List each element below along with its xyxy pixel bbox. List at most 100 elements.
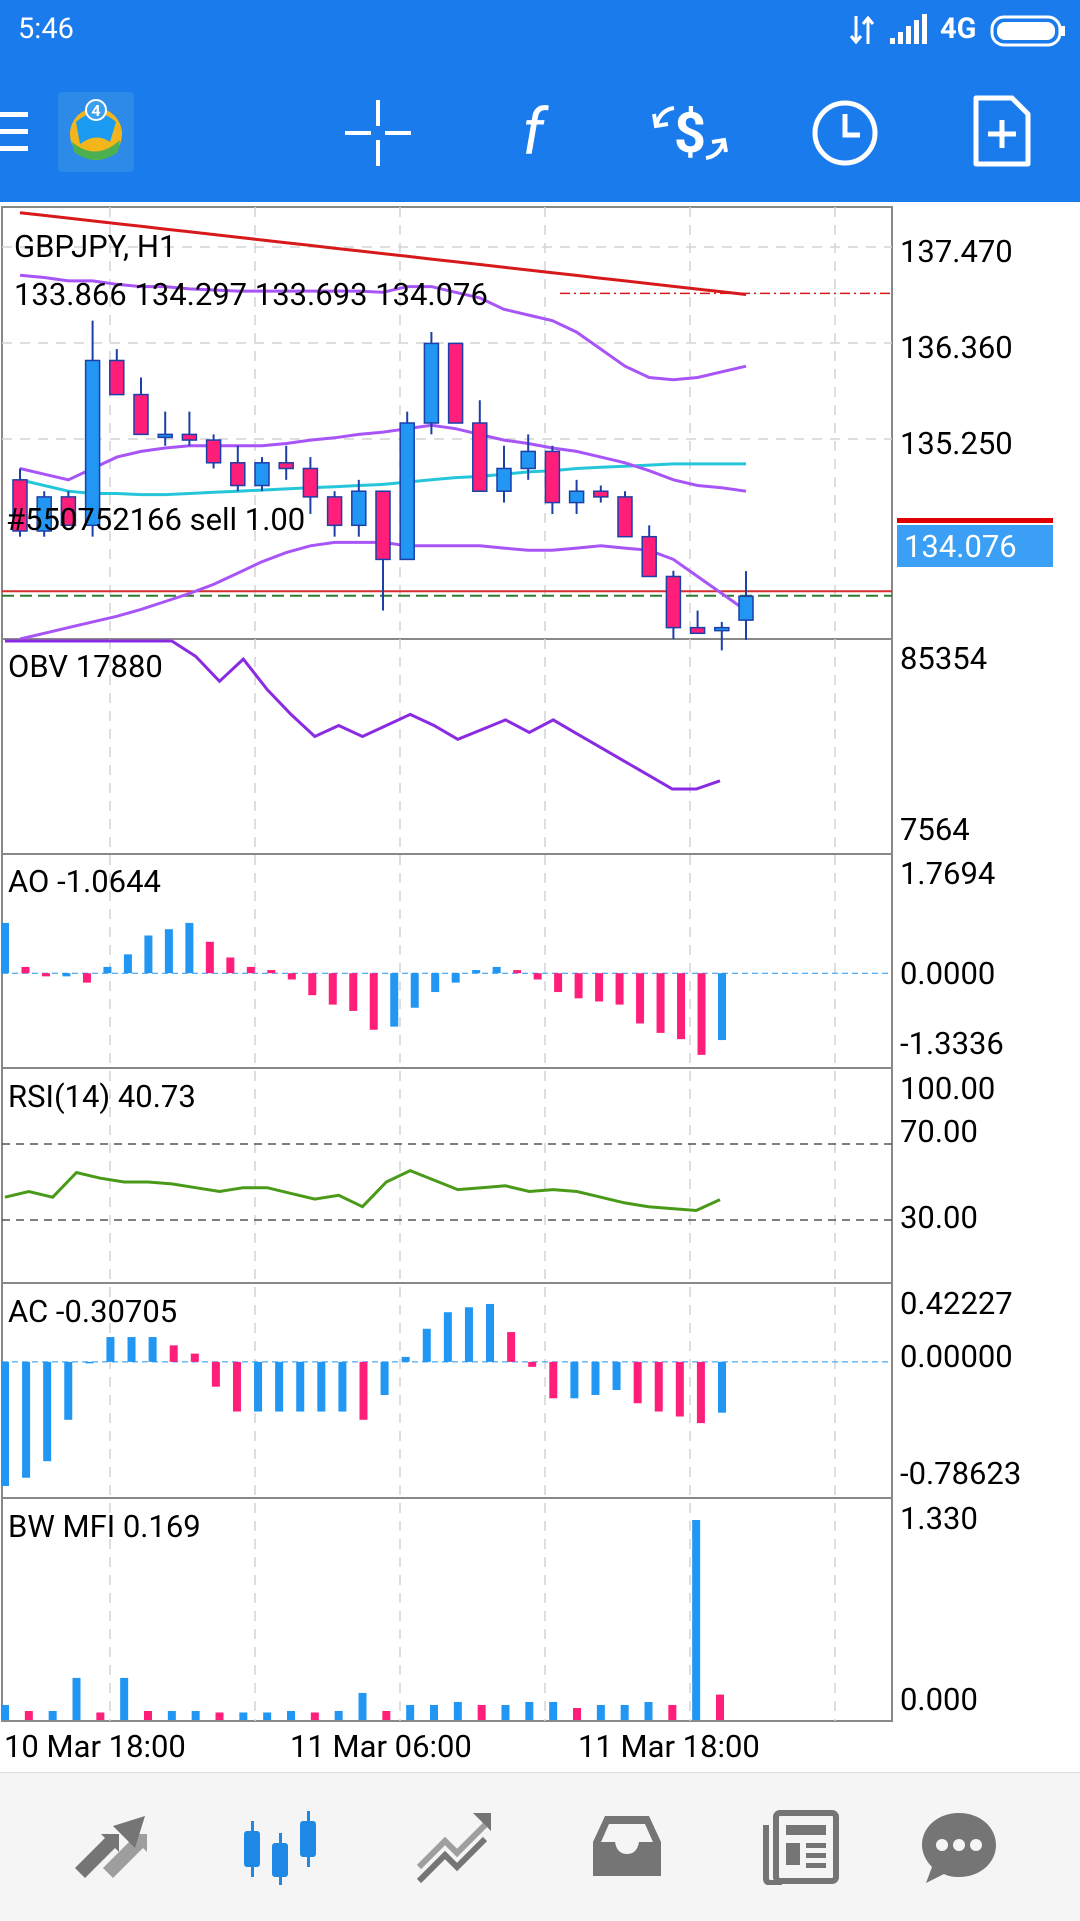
- histogram-bar-up: [410, 973, 419, 1008]
- network-type: 4G: [940, 12, 977, 46]
- histogram-bar-down: [308, 973, 317, 996]
- news-icon: [763, 1810, 839, 1885]
- mfi-bar-up: [120, 1677, 129, 1720]
- current-price-label: 134.076: [904, 528, 1017, 565]
- histogram-bar-down: [654, 1361, 663, 1412]
- histogram-bar-down: [574, 973, 583, 999]
- histogram-bar-down: [636, 973, 645, 1024]
- crosshair-icon[interactable]: [345, 100, 411, 166]
- moving-average-teal: [19, 462, 746, 497]
- rsi-upper: 70.00: [900, 1113, 978, 1150]
- bull-candle: [496, 467, 512, 492]
- bear-candle: [181, 433, 198, 441]
- histogram-bar-down: [697, 973, 706, 1055]
- indicators-icon[interactable]: f: [508, 98, 558, 168]
- histogram-bar-down: [675, 1361, 684, 1417]
- histogram-bar-up: [254, 1361, 263, 1412]
- bear-candle: [447, 342, 464, 424]
- mfi-bar-down: [310, 1712, 319, 1720]
- bear-candle: [689, 626, 706, 635]
- histogram-bar-up: [164, 929, 173, 974]
- histogram-bar-up: [43, 1361, 52, 1462]
- history-icon: [593, 1816, 661, 1876]
- rsi-lower: 30.00: [900, 1199, 978, 1236]
- chart-icon: [244, 1811, 316, 1885]
- histogram-bar-down: [513, 970, 522, 974]
- order-label: #550752166 sell 1.00: [6, 501, 305, 538]
- menu-icon[interactable]: [0, 110, 30, 154]
- mfi-bar-up: [430, 1704, 438, 1720]
- bear-candle: [641, 535, 657, 578]
- bottom-navigation: [0, 1772, 1080, 1921]
- time-label: 10 Mar 18:00: [4, 1728, 186, 1765]
- metatrader-4-logo: 4: [58, 92, 134, 172]
- bear-candle: [205, 439, 222, 464]
- mfi-bar-up: [72, 1677, 81, 1720]
- bear-candle: [12, 479, 28, 532]
- bear-candle: [375, 490, 391, 561]
- histogram-bar-up: [492, 966, 501, 974]
- mfi-bar-up: [239, 1712, 248, 1720]
- symbols-icon[interactable]: $: [650, 96, 730, 170]
- histogram-bar-up: [1, 1361, 9, 1487]
- histogram-bar-down: [169, 1345, 178, 1362]
- histogram-bar-up: [718, 1361, 726, 1413]
- histogram-bar-down: [554, 973, 563, 993]
- bollinger-middle: [19, 423, 747, 493]
- mfi-bar-up: [596, 1704, 605, 1720]
- bull-candle: [36, 496, 52, 532]
- rsi-max: 100.00: [900, 1070, 995, 1107]
- bear-candle: [472, 422, 488, 492]
- mfi-bar-down: [573, 1707, 581, 1720]
- histogram-bar-up: [127, 1337, 136, 1362]
- histogram-bar-down: [359, 1361, 368, 1420]
- histogram-bar-up: [401, 1356, 410, 1362]
- bear-candle: [593, 490, 609, 498]
- price-tick: 137.470: [900, 233, 1013, 270]
- histogram-bar-down: [246, 966, 255, 974]
- nav-chart[interactable]: [205, 1773, 355, 1921]
- mfi-bar-up: [1, 1704, 9, 1720]
- bear-candle: [133, 393, 149, 436]
- bear-candle: [326, 496, 343, 527]
- histogram-bar-up: [22, 1361, 31, 1478]
- nav-news[interactable]: [726, 1773, 876, 1921]
- mfi-bar-down: [716, 1694, 724, 1720]
- histogram-bar-down: [328, 973, 337, 1005]
- histogram-bar-up: [317, 1361, 326, 1412]
- histogram-bar-up: [338, 1361, 347, 1412]
- histogram-bar-up: [451, 973, 460, 983]
- battery-icon: [990, 15, 1065, 47]
- ac-histogram: [1, 1303, 892, 1487]
- histogram-bar-up: [380, 1361, 389, 1395]
- price-tick: 135.250: [900, 425, 1013, 462]
- histogram-bar-up: [185, 922, 194, 974]
- histogram-bar-down: [595, 973, 604, 1002]
- nav-history[interactable]: [552, 1773, 702, 1921]
- histogram-bar-down: [533, 973, 542, 980]
- mfi-bar-up: [334, 1710, 343, 1720]
- histogram-bar-up: [1, 922, 9, 974]
- time-label: 11 Mar 18:00: [578, 1728, 760, 1765]
- histogram-bar-up: [62, 973, 71, 977]
- chart-area[interactable]: GBPJPY, H1 133.866 134.297 133.693 134.0…: [0, 202, 1080, 1772]
- quotes-icon: [75, 1816, 147, 1878]
- moving-average-red: [19, 211, 747, 296]
- mfi-bar-up: [287, 1710, 295, 1720]
- nav-chat[interactable]: [884, 1773, 1034, 1921]
- bull-candle: [254, 462, 270, 487]
- status-time: 5:46: [18, 12, 74, 46]
- bear-candle: [230, 462, 246, 487]
- new-order-icon[interactable]: [972, 94, 1032, 168]
- histogram-bar-down: [226, 957, 235, 974]
- rsi-series: [2, 1143, 892, 1221]
- mfi-bar-up: [644, 1701, 653, 1720]
- histogram-bar-down: [21, 966, 30, 974]
- histogram-bar-down: [232, 1361, 241, 1412]
- histogram-bar-down: [528, 1361, 537, 1367]
- ao-min: -1.3336: [900, 1025, 1004, 1062]
- nav-quotes[interactable]: [36, 1773, 186, 1921]
- ac-min: -0.78623: [900, 1455, 1021, 1492]
- nav-trade[interactable]: [380, 1773, 530, 1921]
- timeframe-clock-icon[interactable]: [810, 98, 880, 168]
